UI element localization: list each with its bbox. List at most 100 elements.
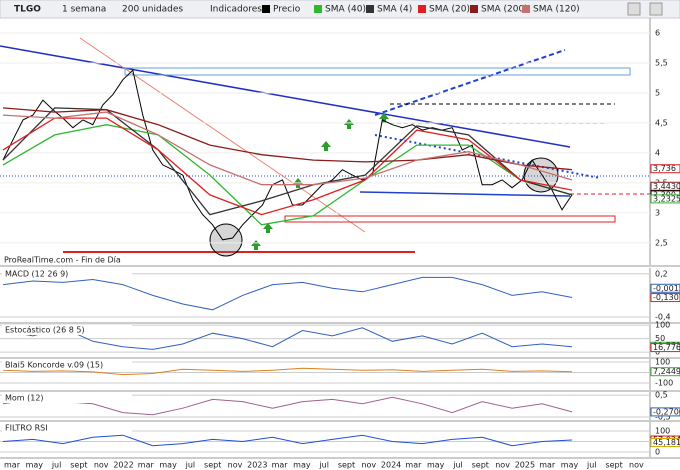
price-label: -0,1307: [653, 293, 680, 302]
x-tick-label: sept: [70, 461, 87, 470]
y-tick-label: 6: [655, 28, 660, 37]
x-tick-label: may: [561, 461, 579, 470]
series-line: [2, 396, 573, 416]
x-tick-label: may: [293, 461, 311, 470]
x-tick-label: 2022: [113, 461, 133, 470]
price-label-box: [650, 194, 680, 204]
price-label: 16,776: [653, 343, 680, 352]
legend-entry[interactable]: SMA (4): [377, 5, 412, 15]
indicators-button[interactable]: Indicadores: [210, 5, 262, 15]
price-label-box: [650, 407, 680, 417]
zone-box: [284, 215, 616, 223]
price-label: 3,2325: [653, 194, 680, 203]
close-icon[interactable]: [649, 2, 663, 16]
legend-swatch[interactable]: [522, 5, 530, 13]
price-label-box: [650, 283, 680, 293]
price-label: -0,0015: [653, 284, 680, 293]
panel-label-bg: [2, 269, 132, 279]
panel-label: Estocástico (26 8 5): [5, 326, 85, 335]
series-line: [2, 117, 573, 216]
channel-line: [374, 134, 601, 179]
period-select[interactable]: 1 semana: [62, 5, 106, 15]
panel-label-bg: [2, 360, 132, 370]
x-tick-label: sept: [605, 461, 622, 470]
y-tick-label: 50: [655, 334, 665, 343]
toolbar: [0, 0, 680, 19]
x-tick-label: 2025: [515, 461, 535, 470]
price-label-box: [650, 181, 680, 191]
x-tick-label: nov: [629, 461, 644, 470]
settings-icon[interactable]: [627, 2, 641, 16]
panel-label: MACD (12 26 9): [5, 270, 68, 279]
price-label: 3,736: [653, 164, 676, 173]
y-tick-label: 0: [655, 348, 660, 357]
x-tick-label: jul: [51, 461, 62, 470]
price-label-box: [650, 293, 680, 303]
series-line: [2, 276, 573, 311]
y-tick-label: -0,5: [655, 412, 671, 421]
x-tick-label: sept: [338, 461, 355, 470]
x-tick-label: jul: [452, 461, 463, 470]
price-label-box: [650, 438, 680, 448]
x-tick-label: 2024: [381, 461, 401, 470]
footer: ProRealTime.com - Fin de Día: [4, 256, 121, 265]
y-tick-label: 0: [655, 447, 660, 456]
price-label-box: [650, 164, 680, 174]
y-tick-label: -0,4: [655, 312, 671, 321]
y-tick-label: 0,2: [655, 269, 668, 278]
price-label: -0,2700: [653, 407, 680, 416]
x-tick-label: sept: [472, 461, 489, 470]
x-tick-label: nov: [361, 461, 376, 470]
x-tick-label: mar: [405, 461, 422, 470]
price-label: 3,4430: [653, 182, 680, 191]
panel-label: FILTRO RSI: [5, 424, 48, 433]
price-label: 45,181: [653, 438, 680, 447]
y-tick-label: 5: [655, 88, 660, 97]
x-tick-label: may: [159, 461, 177, 470]
legend-swatch[interactable]: [262, 5, 270, 13]
x-tick-label: jul: [185, 461, 196, 470]
x-tick-label: sept: [204, 461, 221, 470]
x-tick-label: nov: [495, 461, 510, 470]
panel-label-bg: [2, 393, 132, 403]
panel-label-bg: [2, 325, 132, 335]
series-line: [2, 327, 573, 350]
legend-swatch[interactable]: [366, 5, 374, 13]
legend-entry[interactable]: Precio: [273, 5, 301, 15]
ticker[interactable]: TLGO: [14, 5, 41, 15]
legend-entry[interactable]: SMA (20): [429, 5, 470, 15]
x-tick-label: may: [26, 461, 44, 470]
trendline: [79, 37, 366, 233]
series-line: [2, 367, 573, 376]
legend-swatch[interactable]: [314, 5, 322, 13]
legend-entry[interactable]: SMA (200): [481, 5, 528, 15]
y-tick-label: 100: [655, 357, 670, 366]
series-line: [2, 434, 573, 447]
price-label-box: [650, 343, 680, 353]
units-select[interactable]: 200 unidades: [122, 5, 183, 15]
legend-entry[interactable]: SMA (40): [325, 5, 366, 15]
legend-entry[interactable]: SMA (120): [533, 5, 580, 15]
panel-label: Blai5 Koncorde v.09 (15): [5, 361, 103, 370]
x-tick-label: nov: [94, 461, 109, 470]
y-tick-label: 100: [655, 427, 670, 436]
x-tick-label: jul: [318, 461, 329, 470]
y-tick-label: -100: [655, 378, 673, 387]
legend-swatch[interactable]: [470, 5, 478, 13]
zone-box: [124, 67, 631, 76]
support-line: [359, 191, 571, 197]
series-line: [2, 111, 573, 186]
panel-label: Mom (12): [5, 394, 44, 403]
x-tick-label: mar: [539, 461, 556, 470]
legend-swatch[interactable]: [418, 5, 426, 13]
y-tick-label: 4: [655, 148, 660, 157]
price-label: 7,2449: [653, 367, 680, 376]
y-tick-label: 2,5: [655, 238, 668, 247]
y-tick-label: 5,5: [655, 58, 668, 67]
x-tick-label: 2023: [247, 461, 267, 470]
x-tick-label: mar: [272, 461, 289, 470]
panel-label-bg: [2, 423, 132, 433]
y-tick-label: 100: [655, 321, 670, 330]
